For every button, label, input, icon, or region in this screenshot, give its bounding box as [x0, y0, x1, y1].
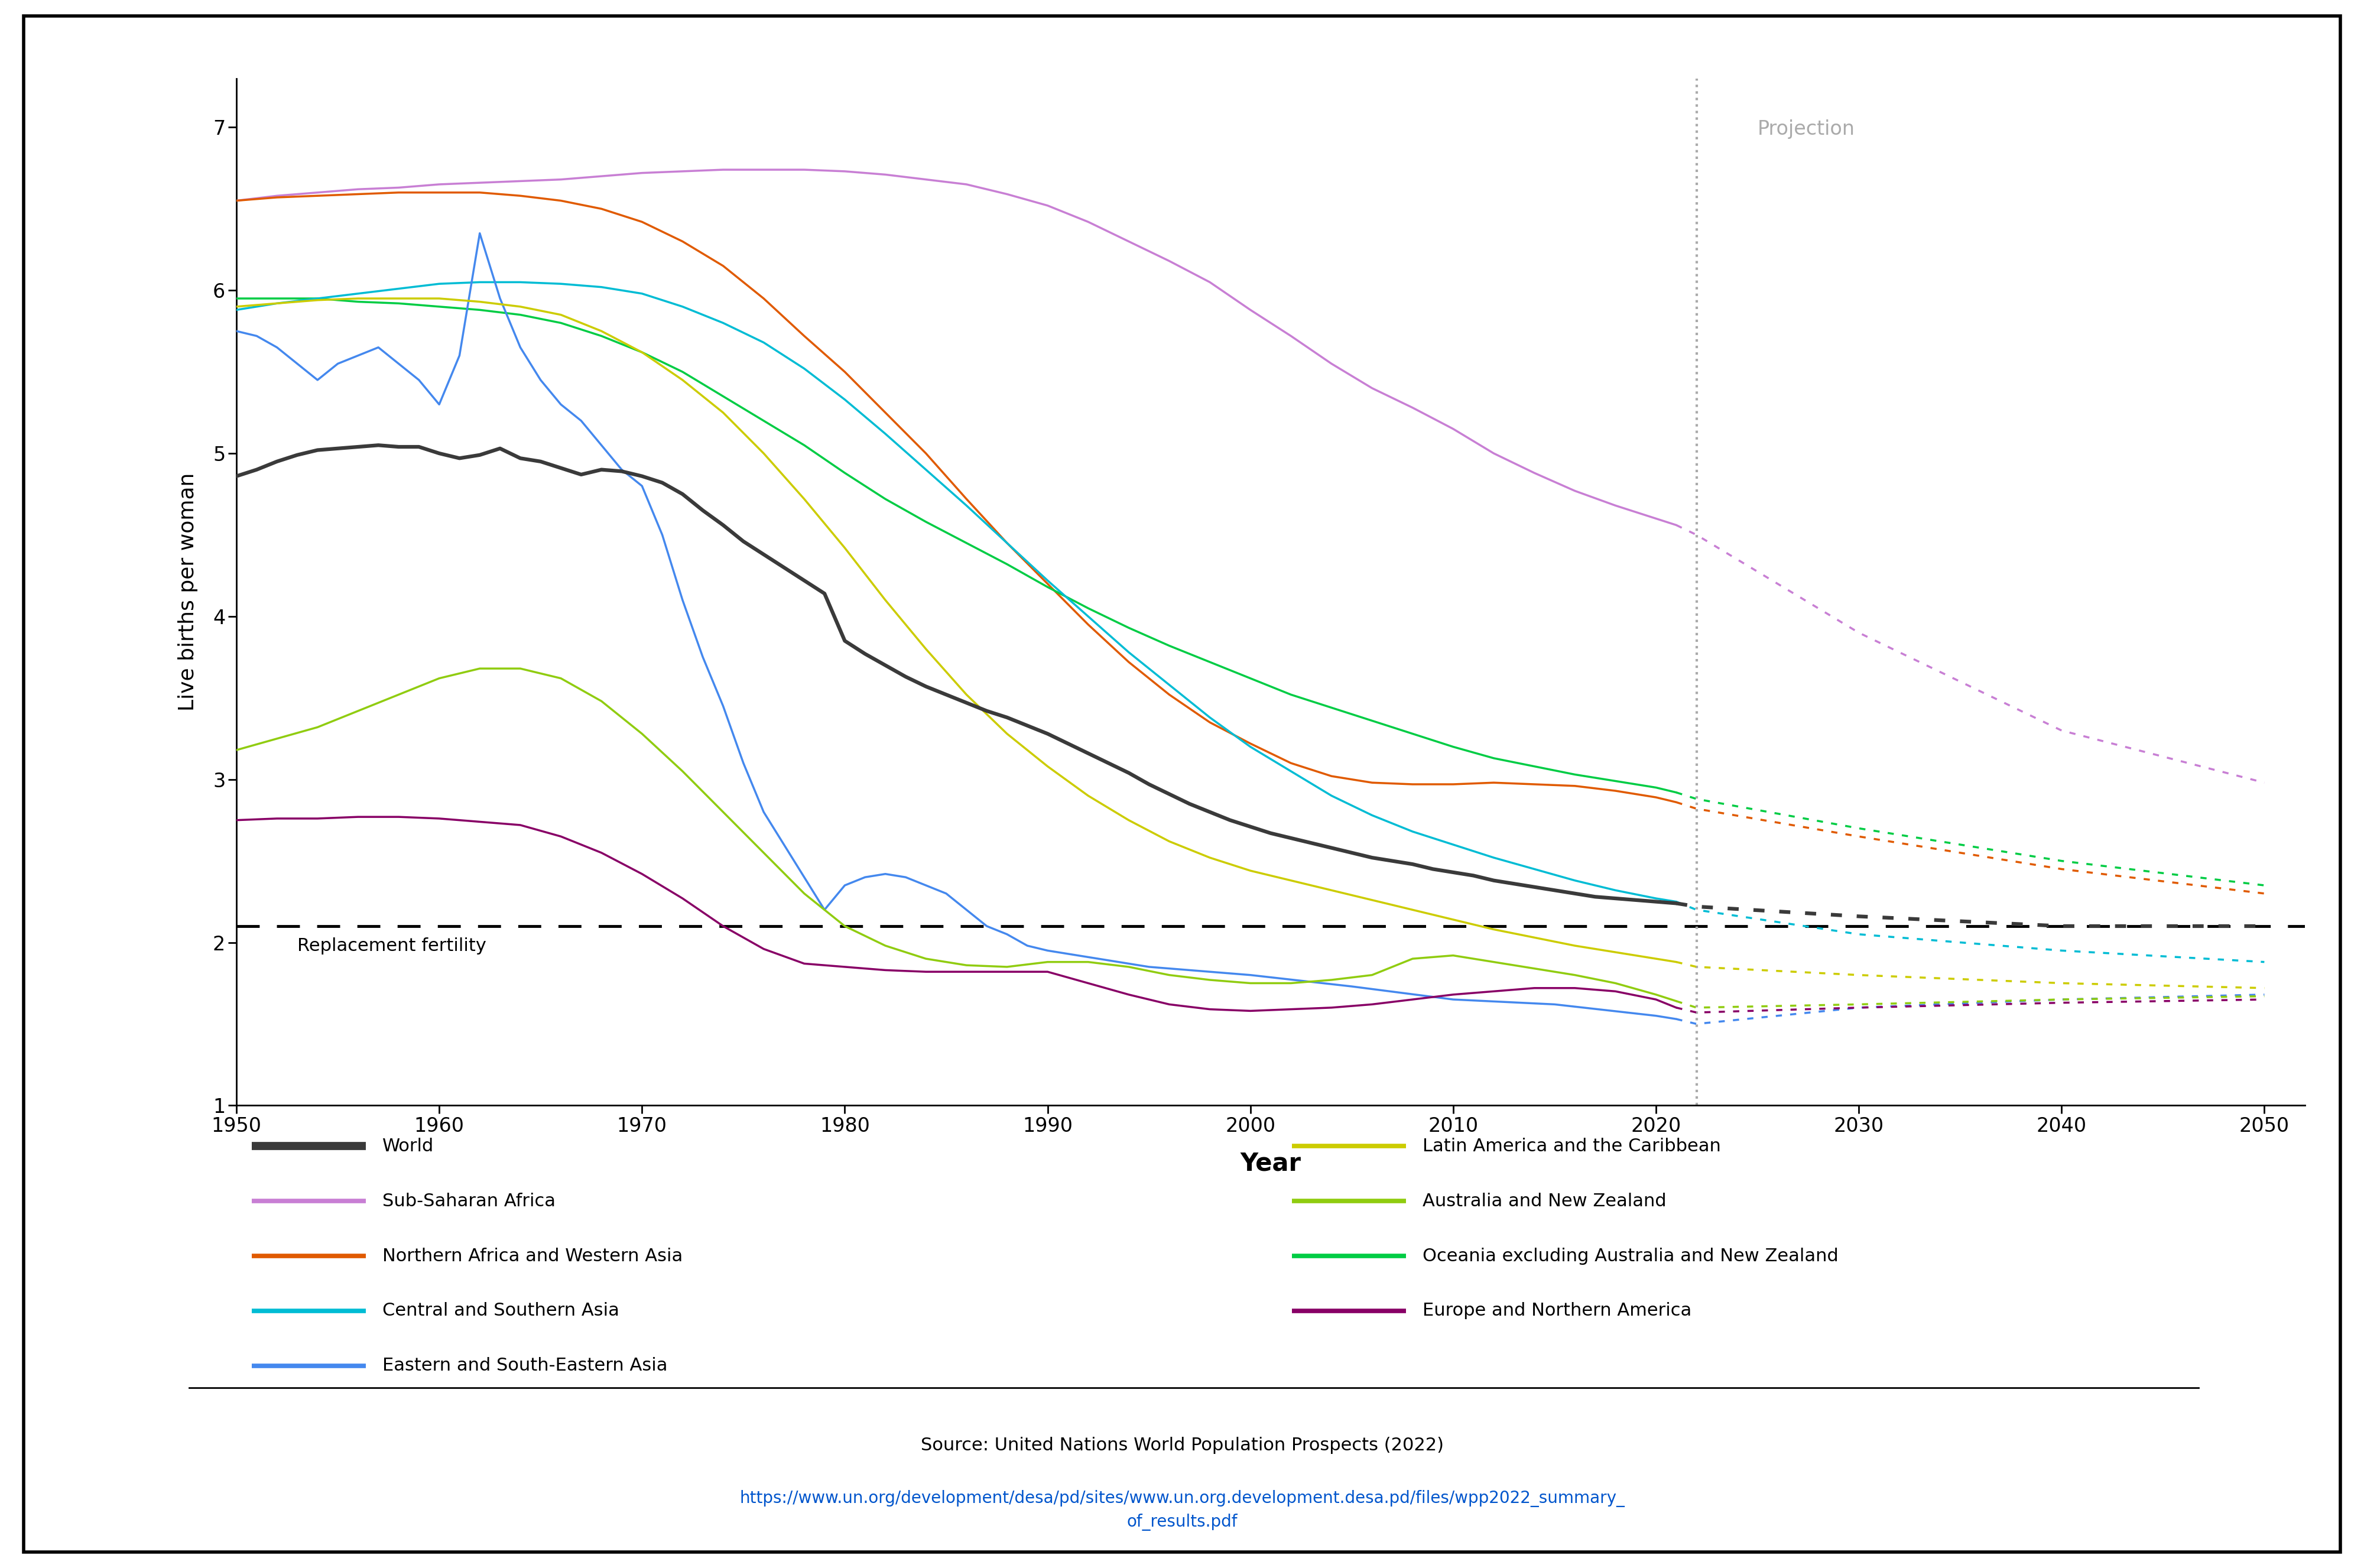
Text: Replacement fertility: Replacement fertility — [298, 938, 487, 955]
Y-axis label: Live births per woman: Live births per woman — [177, 472, 199, 712]
Text: Australia and New Zealand: Australia and New Zealand — [1423, 1193, 1667, 1209]
Text: Northern Africa and Western Asia: Northern Africa and Western Asia — [383, 1248, 683, 1264]
Text: Sub-Saharan Africa: Sub-Saharan Africa — [383, 1193, 556, 1209]
Text: Projection: Projection — [1756, 119, 1856, 138]
Text: Source: United Nations World Population Prospects (2022): Source: United Nations World Population … — [920, 1436, 1444, 1454]
Text: Oceania excluding Australia and New Zealand: Oceania excluding Australia and New Zeal… — [1423, 1248, 1839, 1264]
Text: Central and Southern Asia: Central and Southern Asia — [383, 1303, 619, 1319]
Text: https://www.un.org/development/desa/pd/sites/www.un.org.development.desa.pd/file: https://www.un.org/development/desa/pd/s… — [740, 1490, 1624, 1530]
Text: Eastern and South-Eastern Asia: Eastern and South-Eastern Asia — [383, 1358, 667, 1374]
Text: Latin America and the Caribbean: Latin America and the Caribbean — [1423, 1138, 1721, 1154]
Text: Europe and Northern America: Europe and Northern America — [1423, 1303, 1693, 1319]
X-axis label: Year: Year — [1241, 1151, 1300, 1176]
Text: World: World — [383, 1138, 435, 1154]
